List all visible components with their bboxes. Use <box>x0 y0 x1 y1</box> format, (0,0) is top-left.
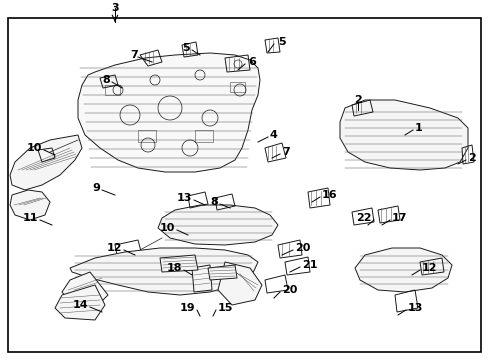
Text: 14: 14 <box>72 300 88 310</box>
Polygon shape <box>78 53 260 172</box>
Text: 2: 2 <box>353 95 361 105</box>
Polygon shape <box>62 272 108 308</box>
Text: 12: 12 <box>421 263 437 273</box>
Polygon shape <box>158 205 278 245</box>
Text: 7: 7 <box>130 50 138 60</box>
Text: 6: 6 <box>247 57 255 67</box>
Polygon shape <box>10 135 82 190</box>
Text: 11: 11 <box>22 213 38 223</box>
Polygon shape <box>192 265 212 292</box>
Polygon shape <box>10 190 50 220</box>
Text: 19: 19 <box>179 303 195 313</box>
Text: 4: 4 <box>269 130 277 140</box>
Text: 5: 5 <box>182 43 190 53</box>
Text: 9: 9 <box>92 183 100 193</box>
Text: 22: 22 <box>356 213 371 223</box>
Text: 13: 13 <box>176 193 192 203</box>
Text: 18: 18 <box>166 263 182 273</box>
Text: 10: 10 <box>159 223 175 233</box>
Polygon shape <box>70 248 258 295</box>
Text: 20: 20 <box>294 243 310 253</box>
Polygon shape <box>160 255 198 272</box>
Text: 21: 21 <box>302 260 317 270</box>
Text: 8: 8 <box>210 197 218 207</box>
Text: 13: 13 <box>407 303 423 313</box>
Polygon shape <box>339 100 467 170</box>
Text: 15: 15 <box>218 303 233 313</box>
Text: 5: 5 <box>278 37 285 47</box>
Text: 16: 16 <box>321 190 337 200</box>
Text: 20: 20 <box>282 285 297 295</box>
Text: 12: 12 <box>106 243 122 253</box>
Text: 10: 10 <box>26 143 42 153</box>
Polygon shape <box>218 262 262 305</box>
Polygon shape <box>207 265 237 280</box>
Text: 1: 1 <box>414 123 422 133</box>
Text: 7: 7 <box>282 147 289 157</box>
Text: 17: 17 <box>391 213 407 223</box>
Text: 3: 3 <box>111 3 119 13</box>
Polygon shape <box>354 248 451 292</box>
Text: 2: 2 <box>467 153 475 163</box>
Polygon shape <box>55 285 105 320</box>
Text: 8: 8 <box>102 75 110 85</box>
